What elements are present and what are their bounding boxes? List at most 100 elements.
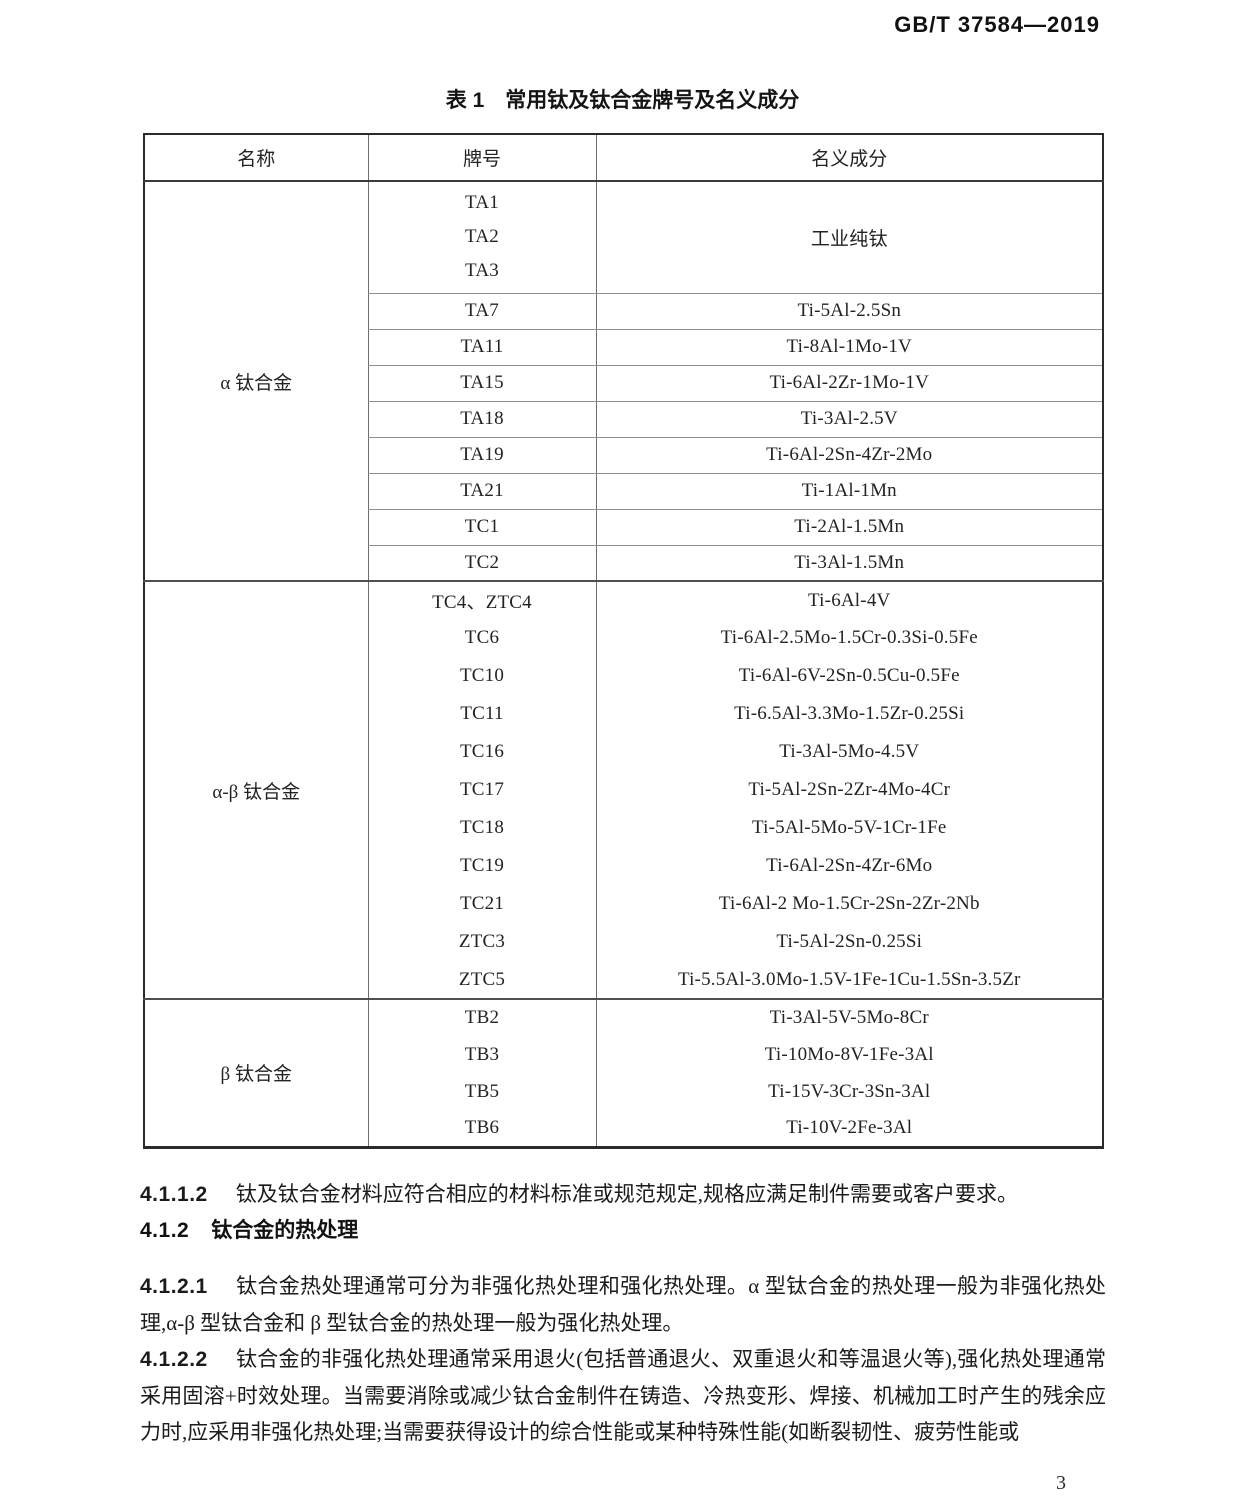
table-row: TC21 Ti-6Al-2 Mo-1.5Cr-2Sn-2Zr-2Nb <box>144 885 1103 923</box>
clause-4-1-2-2: 4.1.2.2 钛合金的非强化热处理通常采用退火(包括普通退火、双重退火和等温退火… <box>140 1341 1106 1450</box>
table-row: ZTC5 Ti-5.5Al-3.0Mo-1.5V-1Fe-1Cu-1.5Sn-3… <box>144 961 1103 999</box>
composition-cell: Ti-8Al-1Mo-1V <box>595 329 1103 366</box>
column-header-grade: 牌号 <box>367 134 596 182</box>
group-name-cell: α 钛合金 <box>144 181 368 582</box>
composition-cell: Ti-10Mo-8V-1Fe-3Al <box>595 1036 1103 1073</box>
group-name-cell: β 钛合金 <box>220 1064 292 1086</box>
table-row: TA11 Ti-8Al-1Mo-1V <box>144 329 1103 366</box>
table-header-row: 名称 牌号 名义成分 <box>144 134 1103 182</box>
standard-code: GB/T 37584—2019 <box>894 12 1100 37</box>
grade-cell: TC6 <box>367 619 596 657</box>
composition-cell: Ti-6Al-2Sn-4Zr-2Mo <box>595 437 1103 474</box>
table-row: TA21 Ti-1Al-1Mn <box>144 473 1103 510</box>
composition-cell: Ti-5.5Al-3.0Mo-1.5V-1Fe-1Cu-1.5Sn-3.5Zr <box>595 961 1103 999</box>
table-row: TB5 Ti-15V-3Cr-3Sn-3Al <box>144 1073 1103 1110</box>
grade-line: TA1 <box>465 192 499 214</box>
clause-number: 4.1.2.1 <box>140 1275 208 1298</box>
clause-text: 钛合金的热处理 <box>211 1219 359 1242</box>
composition-cell: Ti-3Al-5Mo-4.5V <box>595 733 1103 771</box>
composition-cell: Ti-2Al-1.5Mn <box>595 509 1103 546</box>
grade-cell: TC21 <box>367 885 596 923</box>
table-row: TC6 Ti-6Al-2.5Mo-1.5Cr-0.3Si-0.5Fe <box>144 619 1103 657</box>
table-row: TC1 Ti-2Al-1.5Mn <box>144 509 1103 546</box>
grade-cell: TC2 <box>367 545 596 582</box>
grade-cell: TB2 <box>367 999 596 1036</box>
grade-cell: TC16 <box>367 733 596 771</box>
clause-text: 钛合金热处理通常可分为非强化热处理和强化热处理。α 型钛合金的热处理一般为非强化… <box>140 1274 1106 1335</box>
grade-cell: TB3 <box>367 1036 596 1073</box>
grade-cell: TA11 <box>367 329 596 366</box>
composition-cell: Ti-6Al-2Zr-1Mo-1V <box>595 365 1103 402</box>
composition-cell: Ti-5Al-2Sn-2Zr-4Mo-4Cr <box>595 771 1103 809</box>
table-row: TA15 Ti-6Al-2Zr-1Mo-1V <box>144 365 1103 402</box>
composition-cell: Ti-6Al-6V-2Sn-0.5Cu-0.5Fe <box>595 657 1103 695</box>
column-header-composition: 名义成分 <box>595 134 1103 182</box>
group-beta: β 钛合金 TB2 Ti-3Al-5V-5Mo-8Cr TB3 Ti-10Mo-… <box>144 999 1103 1147</box>
alloy-table: 名称 牌号 名义成分 α 钛合金 TA1 TA2 TA3 工业纯钛 TA7 Ti… <box>143 133 1104 1149</box>
composition-cell: Ti-10V-2Fe-3Al <box>595 1110 1103 1147</box>
table-row: TC19 Ti-6Al-2Sn-4Zr-6Mo <box>144 847 1103 885</box>
grade-cell: TC17 <box>367 771 596 809</box>
grade-cell: TC19 <box>367 847 596 885</box>
table-row: TB6 Ti-10V-2Fe-3Al <box>144 1110 1103 1147</box>
table-row: α 钛合金 TA1 TA2 TA3 工业纯钛 <box>144 181 1103 582</box>
grade-cell: TC10 <box>367 657 596 695</box>
table-row: TC10 Ti-6Al-6V-2Sn-0.5Cu-0.5Fe <box>144 657 1103 695</box>
clause-4-1-2-1: 4.1.2.1 钛合金热处理通常可分为非强化热处理和强化热处理。α 型钛合金的热处… <box>140 1268 1106 1341</box>
composition-cell: Ti-1Al-1Mn <box>595 473 1103 510</box>
grade-cell: TA18 <box>367 401 596 438</box>
grade-cell: TA15 <box>367 365 596 402</box>
clause-number: 4.1.2.2 <box>140 1348 208 1371</box>
table-row: α-β 钛合金 TC4、ZTC4 Ti-6Al-4V <box>144 581 1103 803</box>
grade-cell: TB6 <box>367 1110 596 1147</box>
table-row: TA7 Ti-5Al-2.5Sn <box>144 293 1103 330</box>
table-row: TC17 Ti-5Al-2Sn-2Zr-4Mo-4Cr <box>144 771 1103 809</box>
composition-cell: Ti-6Al-2 Mo-1.5Cr-2Sn-2Zr-2Nb <box>595 885 1103 923</box>
page-number: 3 <box>1056 1472 1066 1494</box>
composition-cell: Ti-5Al-2Sn-0.25Si <box>595 923 1103 961</box>
group-alpha: α 钛合金 TA1 TA2 TA3 工业纯钛 TA7 Ti-5Al-2.5Sn … <box>144 181 1103 582</box>
clause-number: 4.1.2 <box>140 1219 190 1242</box>
clause-4-1-2-heading: 4.1.2 钛合金的热处理 <box>140 1213 1106 1249</box>
grade-cell: TC1 <box>367 509 596 546</box>
composition-cell: Ti-15V-3Cr-3Sn-3Al <box>595 1073 1103 1110</box>
grade-cell: TC4、ZTC4 <box>367 581 596 619</box>
group-alpha-beta: α-β 钛合金 TC4、ZTC4 Ti-6Al-4V TC6 Ti-6Al-2.… <box>144 581 1103 999</box>
grade-cell: TA1 TA2 TA3 <box>367 181 596 294</box>
composition-cell: Ti-5Al-5Mo-5V-1Cr-1Fe <box>595 809 1103 847</box>
column-header-name: 名称 <box>144 134 368 182</box>
table-row: β 钛合金 TB2 Ti-3Al-5V-5Mo-8Cr <box>144 999 1103 1085</box>
table-row: ZTC3 Ti-5Al-2Sn-0.25Si <box>144 923 1103 961</box>
composition-cell: Ti-6.5Al-3.3Mo-1.5Zr-0.25Si <box>595 695 1103 733</box>
table-row: TB3 Ti-10Mo-8V-1Fe-3Al <box>144 1036 1103 1073</box>
clause-text: 钛合金的非强化热处理通常采用退火(包括普通退火、双重退火和等温退火等),强化热处… <box>140 1347 1106 1444</box>
grade-cell: ZTC5 <box>367 961 596 999</box>
composition-cell: Ti-3Al-5V-5Mo-8Cr <box>595 999 1103 1036</box>
grade-cell: TC18 <box>367 809 596 847</box>
composition-cell: Ti-6Al-2Sn-4Zr-6Mo <box>595 847 1103 885</box>
grade-cell: TA7 <box>367 293 596 330</box>
table-row: TC18 Ti-5Al-5Mo-5V-1Cr-1Fe <box>144 809 1103 847</box>
composition-cell: Ti-3Al-2.5V <box>595 401 1103 438</box>
composition-cell: 工业纯钛 <box>595 181 1103 294</box>
grade-cell: TB5 <box>367 1073 596 1110</box>
composition-cell: Ti-6Al-4V <box>595 581 1103 619</box>
grade-cell: TA19 <box>367 437 596 474</box>
composition-cell: Ti-3Al-1.5Mn <box>595 545 1103 582</box>
table-row: TA19 Ti-6Al-2Sn-4Zr-2Mo <box>144 437 1103 474</box>
clause-text: 钛及钛合金材料应符合相应的材料标准或规范规定,规格应满足制件需要或客户要求。 <box>235 1182 1018 1206</box>
clause-number: 4.1.1.2 <box>140 1183 208 1206</box>
grade-line: TA3 <box>465 260 499 282</box>
grade-line: TA2 <box>465 226 499 248</box>
grade-cell: TC11 <box>367 695 596 733</box>
composition-cell: Ti-6Al-2.5Mo-1.5Cr-0.3Si-0.5Fe <box>595 619 1103 657</box>
clause-4-1-1-2: 4.1.1.2 钛及钛合金材料应符合相应的材料标准或规范规定,规格应满足制件需要或… <box>140 1176 1106 1213</box>
grade-cell: TA21 <box>367 473 596 510</box>
composition-cell: Ti-5Al-2.5Sn <box>595 293 1103 330</box>
group-name-cell: α-β 钛合金 <box>212 781 301 803</box>
table-row: TA18 Ti-3Al-2.5V <box>144 401 1103 438</box>
table-title: 表 1 常用钛及钛合金牌号及名义成分 <box>445 89 800 112</box>
grade-cell: ZTC3 <box>367 923 596 961</box>
table-row: TC2 Ti-3Al-1.5Mn <box>144 545 1103 582</box>
